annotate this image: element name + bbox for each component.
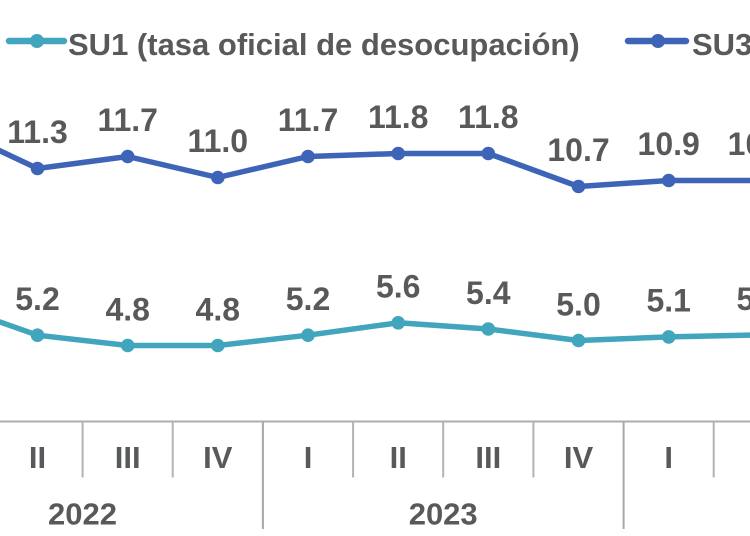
svg-text:11.8: 11.8 xyxy=(368,99,429,135)
svg-text:IV: IV xyxy=(203,440,233,475)
svg-text:11.0: 11.0 xyxy=(188,123,249,159)
svg-text:4.8: 4.8 xyxy=(105,291,149,327)
svg-text:5.0: 5.0 xyxy=(556,286,600,322)
svg-text:II: II xyxy=(29,440,46,475)
svg-text:4.8: 4.8 xyxy=(196,291,240,327)
svg-text:10.9: 10.9 xyxy=(638,126,700,162)
svg-text:III: III xyxy=(475,440,501,475)
svg-text:5.2: 5.2 xyxy=(15,281,59,317)
svg-text:SU1 (tasa oficial de desocupac: SU1 (tasa oficial de desocupación) xyxy=(68,27,580,62)
svg-text:11.8: 11.8 xyxy=(458,99,519,135)
svg-text:5.2: 5.2 xyxy=(737,281,750,317)
svg-text:11.7: 11.7 xyxy=(278,102,339,138)
svg-text:11.3: 11.3 xyxy=(7,114,68,150)
svg-text:II: II xyxy=(390,440,407,475)
svg-text:11.7: 11.7 xyxy=(97,102,158,138)
svg-text:2022: 2022 xyxy=(48,497,117,532)
svg-text:I: I xyxy=(664,440,673,475)
svg-text:5.4: 5.4 xyxy=(466,275,511,311)
svg-text:5.1: 5.1 xyxy=(646,283,690,319)
svg-text:2023: 2023 xyxy=(409,497,478,532)
svg-text:5.2: 5.2 xyxy=(286,281,330,317)
svg-text:I: I xyxy=(304,440,313,475)
svg-text:III: III xyxy=(115,440,141,475)
svg-text:IV: IV xyxy=(564,440,594,475)
svg-text:10.9: 10.9 xyxy=(728,126,750,162)
svg-text:10.7: 10.7 xyxy=(547,132,609,168)
svg-text:5.6: 5.6 xyxy=(376,269,420,305)
svg-text:SU3: SU3 xyxy=(692,27,750,62)
